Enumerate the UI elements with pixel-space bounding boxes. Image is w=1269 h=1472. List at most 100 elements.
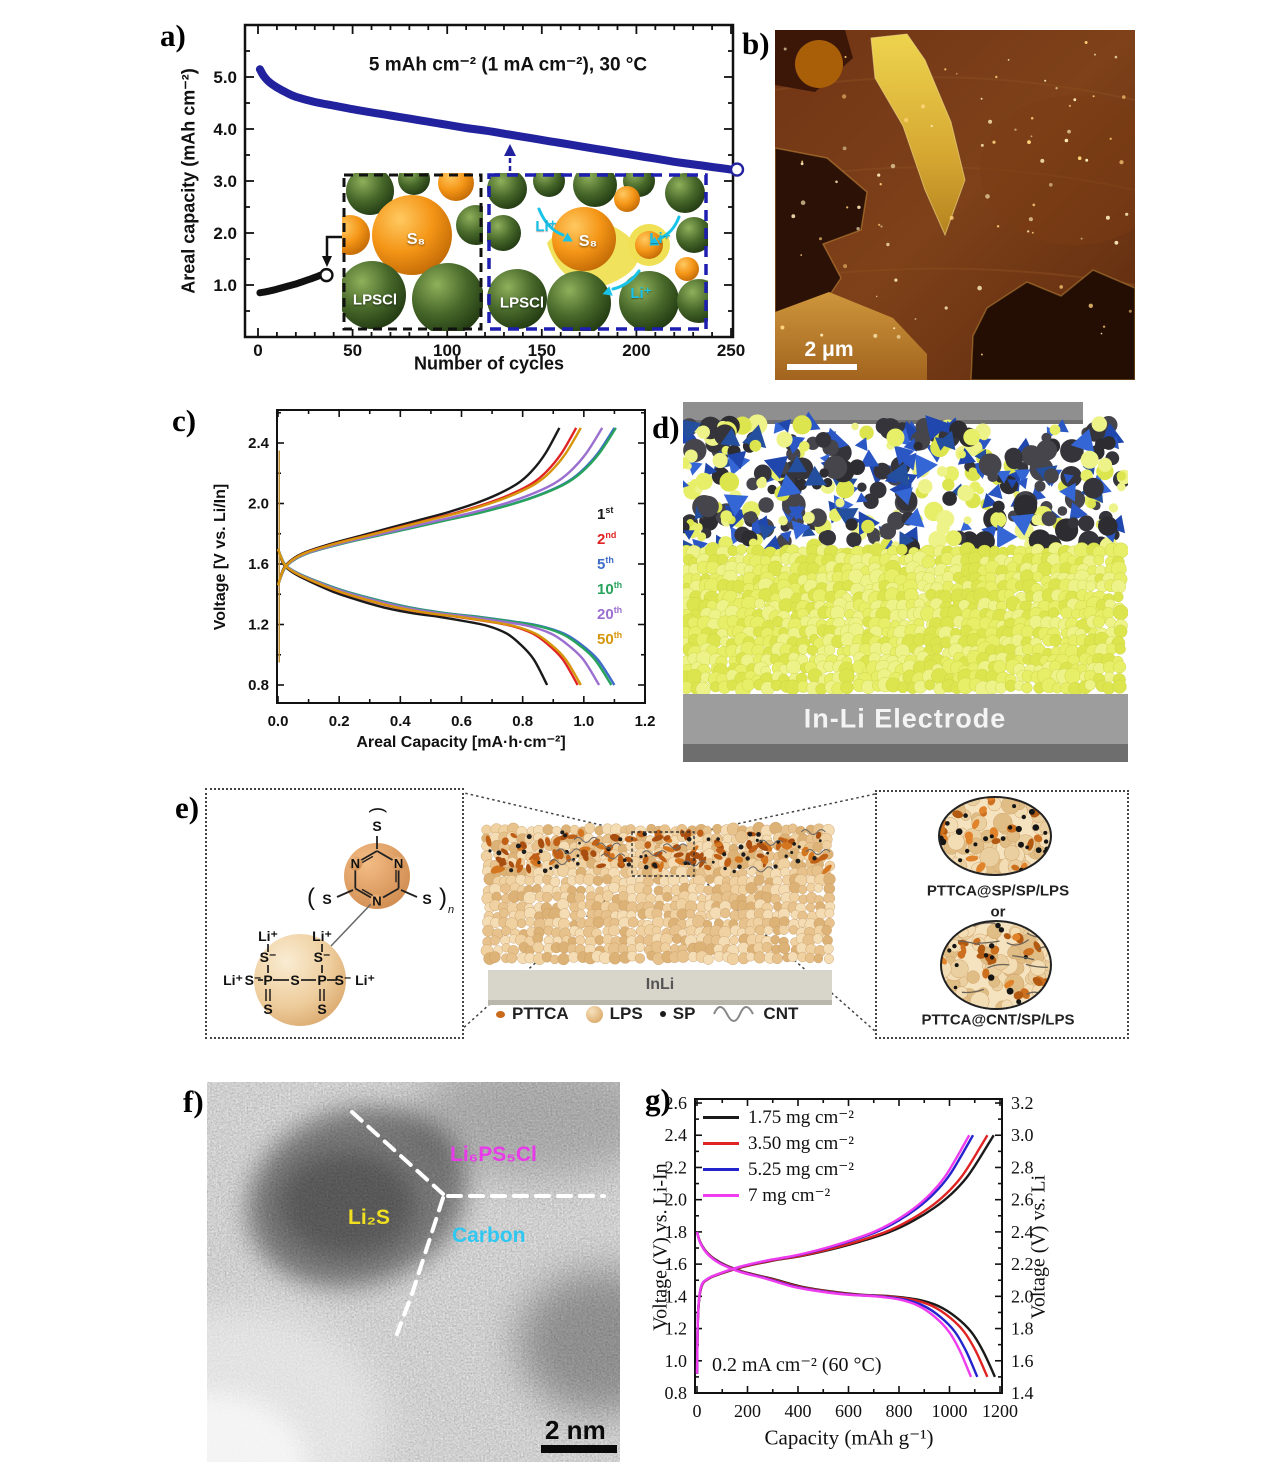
svg-text:250: 250 xyxy=(717,341,745,360)
svg-text:S: S xyxy=(322,891,331,907)
inset-pristine-cathode-schematic xyxy=(342,173,483,331)
svg-text:): ) xyxy=(439,884,447,911)
c-legend-item: 1st xyxy=(597,505,614,523)
svg-text:1.6: 1.6 xyxy=(248,556,269,573)
svg-text:50: 50 xyxy=(343,341,362,360)
svg-text:S⁻: S⁻ xyxy=(335,972,352,988)
c-legend-item: 20th xyxy=(597,605,623,623)
lpscl-label: LPSCl xyxy=(499,294,545,312)
svg-text:3.0: 3.0 xyxy=(213,172,237,191)
svg-text:1.2: 1.2 xyxy=(635,713,656,730)
li-ion-label: Li⁺ xyxy=(649,230,671,247)
svg-text:200: 200 xyxy=(622,341,650,360)
panel-label-c: c) xyxy=(172,403,197,438)
pttca-dot xyxy=(496,1010,505,1018)
g-legend-item: 5.25 mg cm⁻² xyxy=(703,1156,854,1182)
c-legend-item: 10th xyxy=(597,580,623,598)
svg-text:N: N xyxy=(351,856,360,871)
g-x-axis-title: Capacity (mAh g⁻¹) xyxy=(764,1425,934,1450)
afm-topography-image xyxy=(775,30,1135,380)
svg-text:1.6: 1.6 xyxy=(665,1254,688,1274)
svg-text:S: S xyxy=(317,1001,326,1017)
c-legend-item: 50th xyxy=(597,630,623,648)
svg-text:S⁻: S⁻ xyxy=(245,972,262,988)
svg-text:4.0: 4.0 xyxy=(213,120,237,139)
lps-sphere xyxy=(585,1005,603,1023)
composite-or-label: or xyxy=(990,903,1006,921)
svg-text:0: 0 xyxy=(253,341,262,360)
electrode-cross-section xyxy=(480,821,836,1005)
svg-text:S: S xyxy=(290,972,299,988)
svg-text:S: S xyxy=(422,891,431,907)
a-y-axis-title: Areal capacity (mAh cm⁻²) xyxy=(178,68,199,294)
lpscl-label: LPSCl xyxy=(352,291,398,309)
svg-text:0.0: 0.0 xyxy=(268,713,289,730)
svg-text:Li⁺: Li⁺ xyxy=(258,928,278,944)
svg-text:1.8: 1.8 xyxy=(1011,1319,1034,1339)
svg-text:Li⁺: Li⁺ xyxy=(223,972,243,988)
svg-text:P: P xyxy=(317,972,326,988)
a-test-conditions: 5 mAh cm⁻² (1 mA cm⁻²), 30 °C xyxy=(368,54,648,76)
cell-stack-schematic xyxy=(683,402,1128,762)
li2s-label: Li₂S xyxy=(348,1206,390,1229)
svg-text:0.6: 0.6 xyxy=(451,713,472,730)
s8-label: S₈ xyxy=(406,231,426,248)
voltage-profile-chart: 0.0 0.2 0.4 0.6 0.8 1.0 1.2 0.8 1.2 1.6 2.0 2.4 xyxy=(248,409,656,730)
svg-text:0.8: 0.8 xyxy=(248,677,269,694)
c-cycle-legend: 1st 2nd 5th 10th 20th 50th xyxy=(597,500,622,650)
svg-text:1.2: 1.2 xyxy=(248,617,269,634)
g-legend-item: 1.75 mg cm⁻² xyxy=(703,1104,854,1130)
composite-particle-images xyxy=(938,796,1052,1010)
f-scale-bar-label: 2 nm xyxy=(545,1415,606,1445)
composite-bottom-label: PTTCA@CNT/SP/LPS xyxy=(921,1011,1075,1029)
g-loading-legend: 1.75 mg cm⁻² 3.50 mg cm⁻² 5.25 mg cm⁻² 7 mg… xyxy=(703,1104,854,1208)
svg-text:1.4: 1.4 xyxy=(1011,1383,1034,1403)
svg-text:(: ( xyxy=(369,807,389,813)
panel-label-d: d) xyxy=(652,410,680,445)
loading-voltage-profile-chart: 0 200 400 600 800 1000 1200 0.8 1.0 1.2 1.4 1.6 1.8 2… xyxy=(665,1093,1034,1421)
g-test-conditions: 0.2 mA cm⁻² (60 °C) xyxy=(712,1354,882,1376)
c-x-axis-title: Areal Capacity [mA·h·cm⁻²] xyxy=(356,734,566,751)
svg-text:2.0: 2.0 xyxy=(1011,1286,1034,1306)
panel-label-g: g) xyxy=(645,1082,671,1117)
li6ps5cl-label: Li₆PS₅Cl xyxy=(450,1143,537,1166)
e-legend-item: CNT xyxy=(712,1004,798,1024)
g-right-axis-title: Voltage (V) vs. Li xyxy=(1027,1174,1050,1320)
li-ion-label: Li⁺ xyxy=(630,285,652,302)
composite-top-label: PTTCA@SP/SP/LPS xyxy=(926,882,1070,900)
cnt-squiggle xyxy=(713,1006,755,1022)
svg-text:400: 400 xyxy=(785,1401,812,1421)
svg-text:2.6: 2.6 xyxy=(1011,1190,1034,1210)
svg-text:0.2: 0.2 xyxy=(329,713,350,730)
svg-text:P: P xyxy=(263,972,272,988)
g-legend-item: 3.50 mg cm⁻² xyxy=(703,1130,854,1156)
svg-text:100: 100 xyxy=(433,341,461,360)
e-legend-item: LPS xyxy=(585,1004,643,1024)
svg-text:(: ( xyxy=(307,884,315,911)
svg-text:N: N xyxy=(394,856,403,871)
svg-text:2.2: 2.2 xyxy=(665,1157,688,1177)
c-y-axis-title: Voltage [V vs. Li/In] xyxy=(212,483,229,631)
svg-text:2.0: 2.0 xyxy=(213,224,237,243)
svg-text:2.0: 2.0 xyxy=(248,496,269,513)
carbon-label: Carbon xyxy=(452,1224,526,1247)
svg-text:S: S xyxy=(372,818,381,834)
svg-text:0: 0 xyxy=(693,1401,702,1421)
svg-text:2.2: 2.2 xyxy=(1011,1254,1034,1274)
svg-text:n: n xyxy=(448,904,454,916)
li-ion-label: Li⁺ xyxy=(535,218,557,235)
svg-text:600: 600 xyxy=(835,1401,862,1421)
a-x-axis-title: Number of cycles xyxy=(413,353,565,374)
svg-text:1.0: 1.0 xyxy=(665,1351,688,1371)
svg-text:S⁻: S⁻ xyxy=(314,949,331,965)
svg-text:0.4: 0.4 xyxy=(390,713,412,730)
b-scale-bar-label: 2 μm xyxy=(804,338,854,361)
svg-text:3.2: 3.2 xyxy=(1011,1093,1034,1113)
svg-text:Li⁺: Li⁺ xyxy=(312,928,332,944)
panel-label-e: e) xyxy=(175,790,200,825)
svg-text:Li⁺: Li⁺ xyxy=(355,972,375,988)
g-legend-item: 7 mg cm⁻² xyxy=(703,1182,854,1208)
b-scale-bar xyxy=(787,364,857,370)
panel-label-f: f) xyxy=(183,1084,204,1119)
